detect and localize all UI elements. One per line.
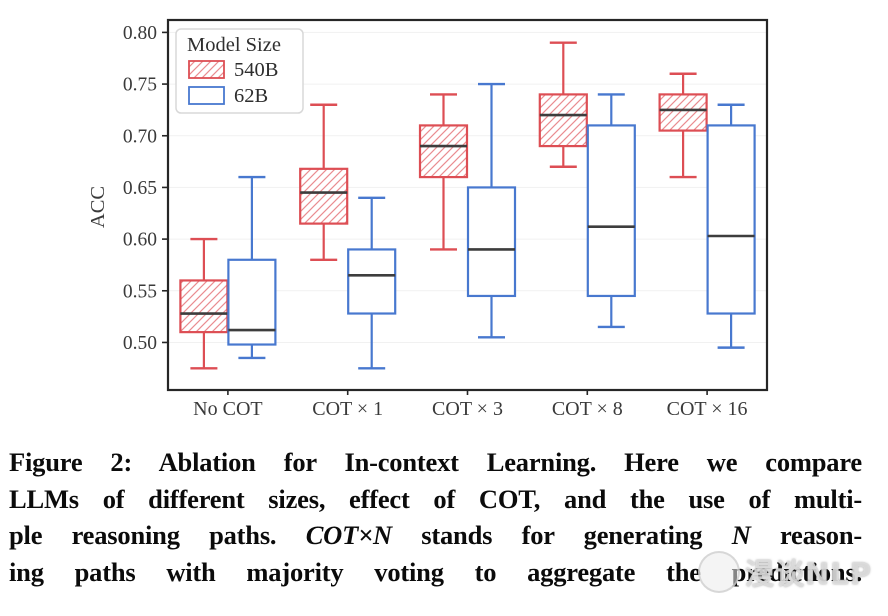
box-62B-no-cot [227, 175, 277, 360]
x-tick-label: COT × 3 [432, 398, 503, 420]
caption-line: LLMs of different sizes, effect of COT, … [9, 481, 862, 518]
plot-border [166, 18, 769, 392]
caption-line: Figure 2: Ablation for In-context Learni… [9, 444, 862, 481]
box-hatch [659, 94, 707, 131]
box-outline [299, 167, 349, 225]
legend-swatch [188, 60, 225, 79]
caption-line: ing paths with majority voting to aggreg… [9, 554, 862, 591]
box-outline [538, 93, 588, 148]
box-fill [707, 125, 755, 314]
caption-text-segment: LLMs of different sizes, effect of COT, … [9, 483, 862, 514]
box-outline [706, 124, 756, 315]
y-tick-label: 0.55 [123, 281, 157, 302]
caption-line: ple reasoning paths. COT×N stands for ge… [9, 517, 862, 554]
x-tick-label: COT × 16 [667, 398, 748, 420]
box-hatch [420, 125, 467, 178]
box-outline [418, 124, 469, 179]
caption-math-segment: N [731, 520, 751, 550]
box-outline [658, 93, 708, 132]
x-tick-label: COT × 1 [312, 398, 383, 420]
figure-caption: Figure 2: Ablation for In-context Learni… [0, 444, 888, 590]
caption-text-segment: ing paths with majority voting to aggreg… [9, 556, 862, 587]
legend-label: 62B [234, 85, 268, 107]
box-outline [227, 258, 277, 346]
box-62B-cot-×-8 [586, 93, 636, 329]
x-tick-label: COT × 8 [552, 398, 623, 420]
boxplot-chart: 0.50 0.55 0.60 0.65 0.70 0.75 0.80 No COT COT × … [87, 18, 769, 420]
box-hatch [180, 280, 228, 333]
box-62B-cot-×-3 [466, 82, 517, 339]
box-540B-cot-×-16 [658, 72, 708, 179]
caption-text-segment: ple reasoning paths. [9, 520, 306, 550]
caption-math-segment: COT×N [305, 520, 392, 550]
box-outline [586, 124, 636, 298]
legend-swatch-hatch [189, 61, 224, 78]
y-tick-label: 0.80 [123, 23, 157, 44]
box-fill [587, 125, 635, 296]
box-hatch [539, 94, 587, 147]
y-tick-label: 0.60 [123, 230, 157, 251]
box-540B-cot-×-8 [538, 41, 588, 168]
y-tick-label: 0.50 [123, 333, 157, 354]
box-fill [348, 249, 396, 314]
y-tick-label: 0.70 [123, 126, 157, 147]
series-62B [227, 82, 756, 370]
boxplot-chart-area: 0.50 0.55 0.60 0.65 0.70 0.75 0.80 No COT COT × … [87, 18, 769, 420]
legend: Model Size 540B 62B [175, 28, 304, 114]
caption-text-segment: stands for generating [391, 520, 732, 550]
caption-text-segment: Figure 2: Ablation for In-context Learni… [9, 447, 862, 477]
y-axis-label: ACC [87, 186, 109, 228]
box-hatch [300, 168, 348, 224]
x-tick-label: No COT [193, 398, 262, 420]
legend-label: 540B [234, 59, 278, 81]
legend-swatch [188, 86, 225, 105]
legend-title: Model Size [187, 34, 281, 56]
box-outline [347, 248, 397, 315]
box-540B-cot-×-3 [418, 93, 469, 251]
box-outline [466, 186, 517, 298]
caption-text-segment: reason- [750, 520, 862, 550]
series-540B [179, 41, 708, 370]
box-540B-cot-×-1 [299, 103, 349, 261]
box-fill [468, 187, 515, 296]
y-tick-label: 0.75 [123, 75, 157, 96]
box-62B-cot-×-1 [347, 196, 397, 370]
box-62B-cot-×-16 [706, 103, 756, 349]
box-fill [228, 259, 276, 345]
box-540B-no-cot [179, 237, 229, 370]
y-tick-label: 0.65 [123, 178, 157, 199]
